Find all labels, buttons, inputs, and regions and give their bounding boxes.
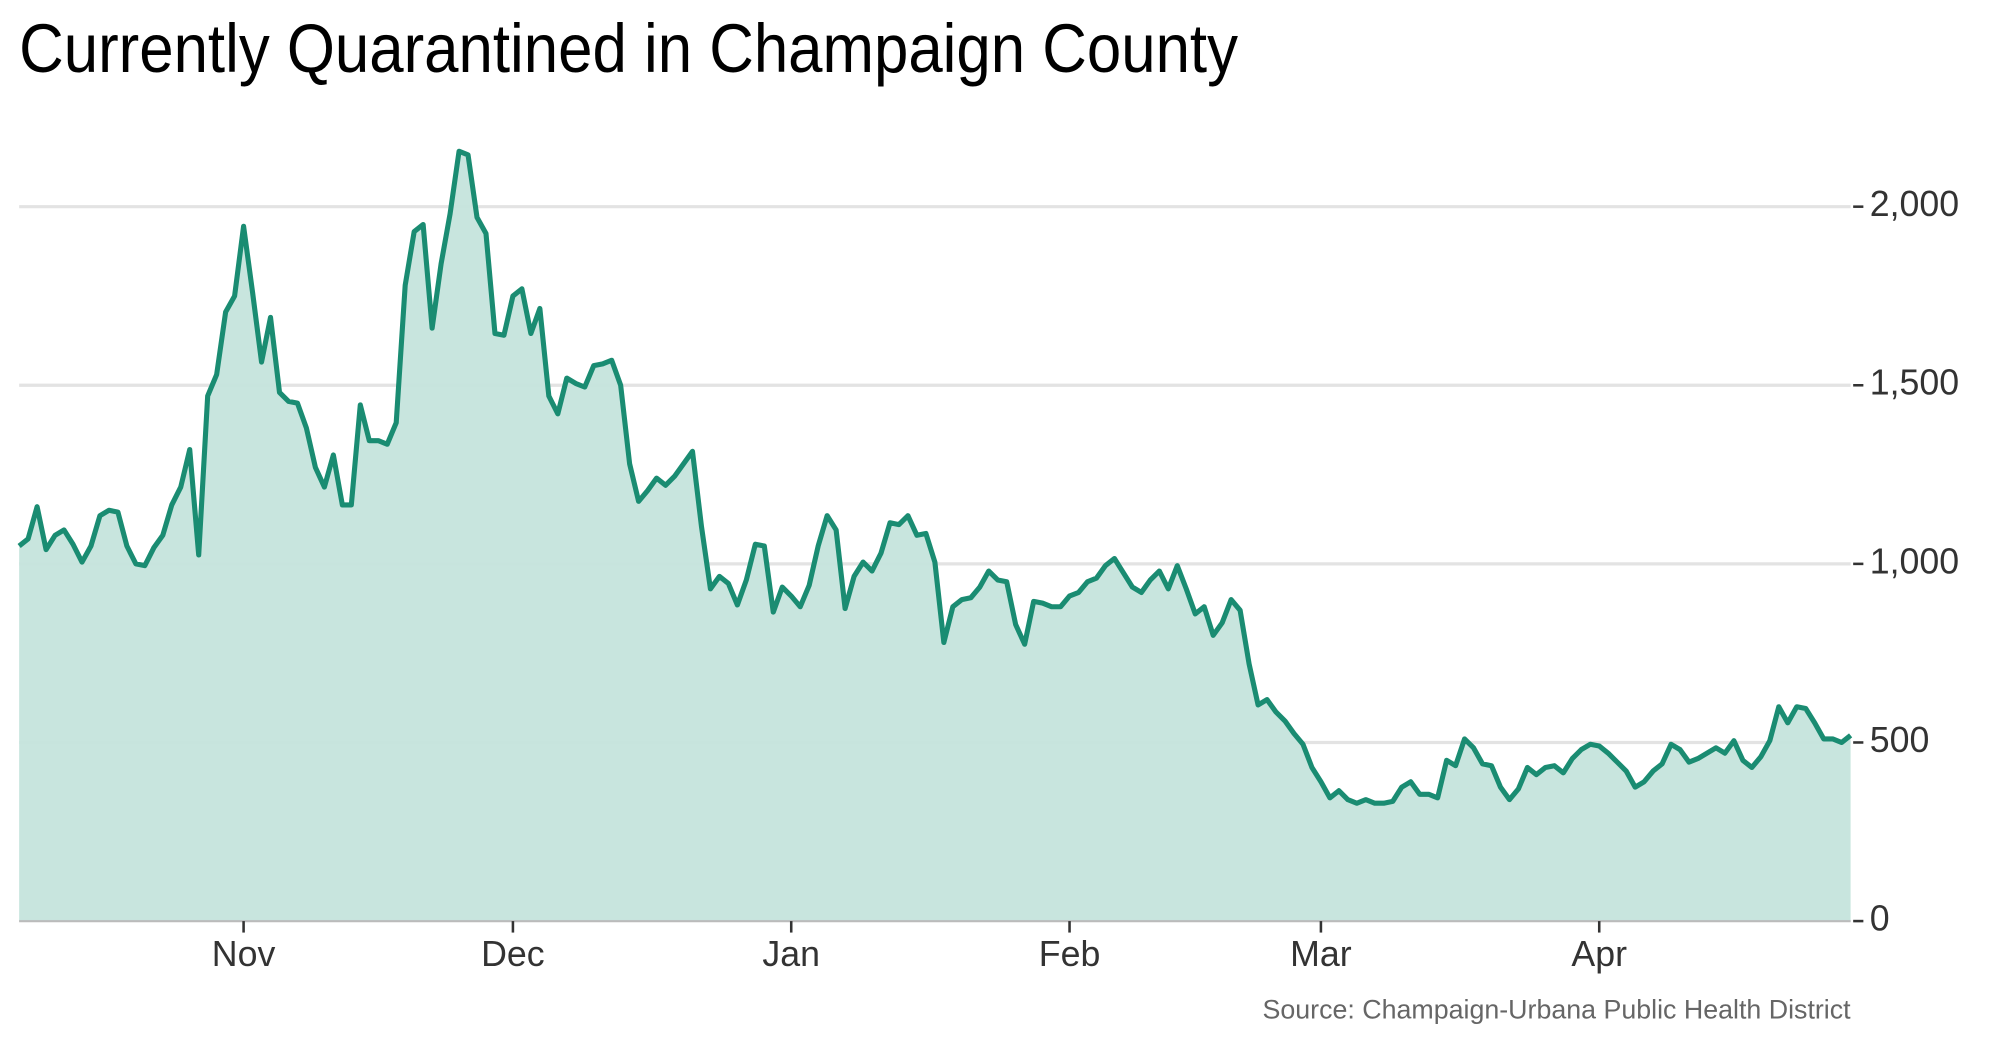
x-tick-label: Apr: [1571, 934, 1627, 974]
x-tick-label: Mar: [1290, 934, 1352, 974]
y-tick-label: 500: [1870, 720, 1930, 760]
y-tick-label: 1,000: [1870, 541, 1959, 581]
x-tick-label: Dec: [481, 934, 545, 974]
y-tick-label: 1,500: [1870, 363, 1959, 403]
y-tick-label: 0: [1870, 899, 1890, 939]
source-note: Source: Champaign-Urbana Public Health D…: [1263, 995, 1852, 1025]
x-tick-label: Nov: [212, 934, 276, 974]
line: [17, 148, 1853, 806]
x-tick-label: Jan: [762, 934, 820, 974]
x-tick-label: Feb: [1039, 934, 1101, 974]
area: [19, 151, 1851, 922]
chart-title: Currently Quarantined in Champaign Count…: [19, 10, 1238, 87]
y-tick-label: 2,000: [1870, 184, 1959, 224]
